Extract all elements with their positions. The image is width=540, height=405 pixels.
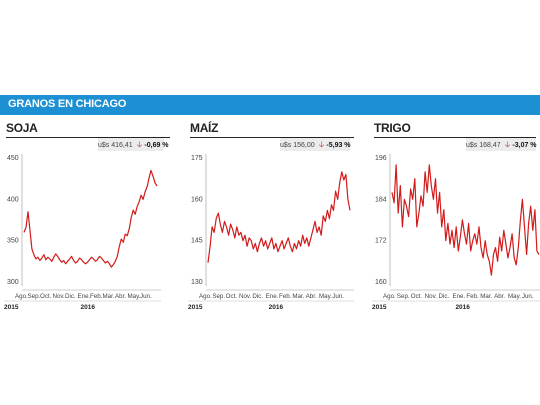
x-tick-label: Nov. bbox=[239, 293, 252, 300]
title-rule bbox=[374, 137, 536, 138]
y-tick-label: 300 bbox=[7, 279, 19, 286]
header-banner: GRANOS EN CHICAGO bbox=[0, 95, 540, 115]
series-line bbox=[23, 169, 158, 268]
x-tick-label: Nov. bbox=[53, 293, 66, 300]
year-label: 2015 bbox=[4, 304, 19, 311]
year-label: 2016 bbox=[455, 304, 470, 311]
y-tick-label: 145 bbox=[191, 238, 203, 245]
line-chart-trigo: 160 172 184 196 Ago. Sep. Oct. Nov. Dic. Ene. Feb.… bbox=[372, 154, 540, 311]
down-arrow-icon: 🡣 bbox=[318, 140, 325, 149]
series-line bbox=[207, 171, 351, 263]
x-tick-label: Feb. bbox=[466, 293, 479, 300]
chart-panel-soja: SOJA u$s 416,41 🡣 -0,69 % 300 350 400 450 Ago.… bbox=[4, 118, 174, 314]
line-chart-soja: 300 350 400 450 Ago. Sep. Oct. Nov. Dic. Ene. Feb.… bbox=[4, 154, 161, 311]
chart-panel-maiz: MAÍZ u$s 156,00 🡣 -5,93 % 130 145 160 175 Ago.… bbox=[188, 118, 358, 314]
y-tick-label: 196 bbox=[375, 155, 387, 162]
x-tick-label: Mar. bbox=[292, 293, 304, 300]
x-tick-label: Sep. bbox=[28, 293, 41, 300]
price-value: u$s 168,47 bbox=[466, 142, 501, 149]
series-line bbox=[391, 164, 540, 276]
x-tick-label: Ene. bbox=[78, 293, 91, 300]
x-tick-label: Dic. bbox=[65, 293, 76, 300]
x-tick-label: Ago. bbox=[199, 293, 212, 300]
price-box bbox=[98, 138, 164, 151]
x-tick-label: May. bbox=[319, 293, 332, 300]
header-title: GRANOS EN CHICAGO bbox=[8, 98, 127, 110]
x-tick-label: Ene. bbox=[452, 293, 465, 300]
price-change: -5,93 % bbox=[326, 142, 351, 149]
y-tick-label: 184 bbox=[375, 196, 387, 203]
year-label: 2016 bbox=[269, 304, 284, 311]
down-arrow-icon: 🡣 bbox=[136, 140, 143, 149]
x-tick-label: Dic. bbox=[439, 293, 450, 300]
x-tick-label: Oct. bbox=[226, 293, 238, 300]
price-value: u$s 156,00 bbox=[280, 142, 315, 149]
x-tick-label: Jun. bbox=[140, 293, 152, 300]
chart-title: TRIGO bbox=[374, 121, 411, 135]
x-tick-label: Abr. bbox=[306, 293, 317, 300]
price-line: u$s 416,41 🡣 -0,69 % bbox=[98, 138, 169, 151]
x-tick-label: Oct. bbox=[411, 293, 423, 300]
x-tick-label: Ago. bbox=[383, 293, 396, 300]
x-tick-label: Mar. bbox=[103, 293, 115, 300]
x-tick-label: Ago. bbox=[15, 293, 28, 300]
price-line: u$s 156,00 🡣 -5,93 % bbox=[280, 138, 351, 151]
price-change: -3,07 % bbox=[512, 142, 537, 149]
down-arrow-icon: 🡣 bbox=[504, 140, 511, 149]
y-tick-label: 175 bbox=[191, 155, 203, 162]
year-label: 2015 bbox=[188, 304, 203, 311]
year-label: 2015 bbox=[372, 304, 387, 311]
chart-title: MAÍZ bbox=[190, 121, 219, 135]
price-box bbox=[280, 138, 350, 151]
y-tick-label: 172 bbox=[375, 238, 387, 245]
chart-title: SOJA bbox=[6, 121, 38, 135]
price-value: u$s 416,41 bbox=[98, 142, 133, 149]
y-tick-label: 350 bbox=[7, 238, 19, 245]
title-rule bbox=[190, 137, 354, 138]
price-line: u$s 168,47 🡣 -3,07 % bbox=[466, 138, 537, 151]
x-tick-label: Feb. bbox=[90, 293, 103, 300]
price-change: -0,69 % bbox=[144, 142, 169, 149]
x-tick-label: Feb. bbox=[279, 293, 292, 300]
x-tick-label: Dic. bbox=[252, 293, 263, 300]
x-tick-label: Jun. bbox=[522, 293, 534, 300]
year-label: 2016 bbox=[81, 304, 96, 311]
x-tick-label: Abr. bbox=[494, 293, 505, 300]
chart-panel-trigo: TRIGO u$s 168,47 🡣 -3,07 % 160 172 184 196 Ago… bbox=[372, 118, 540, 314]
y-tick-label: 400 bbox=[7, 196, 19, 203]
x-tick-label: May. bbox=[508, 293, 521, 300]
x-tick-label: Ene. bbox=[266, 293, 279, 300]
line-chart-maiz: 130 145 160 175 Ago. Sep. Oct. Nov. Dic. Ene. Feb.… bbox=[188, 154, 354, 311]
x-tick-label: Abr. bbox=[115, 293, 126, 300]
x-tick-label: Jun. bbox=[332, 293, 344, 300]
y-tick-label: 160 bbox=[191, 196, 203, 203]
x-tick-label: Nov. bbox=[425, 293, 438, 300]
x-tick-label: Mar. bbox=[480, 293, 492, 300]
y-tick-label: 160 bbox=[375, 279, 387, 286]
x-tick-label: May. bbox=[128, 293, 141, 300]
price-box bbox=[466, 138, 536, 151]
x-tick-label: Oct. bbox=[40, 293, 52, 300]
y-tick-label: 450 bbox=[7, 155, 19, 162]
x-tick-label: Sep. bbox=[212, 293, 225, 300]
y-tick-label: 130 bbox=[191, 279, 203, 286]
x-tick-label: Sep. bbox=[397, 293, 410, 300]
title-rule bbox=[6, 137, 170, 138]
